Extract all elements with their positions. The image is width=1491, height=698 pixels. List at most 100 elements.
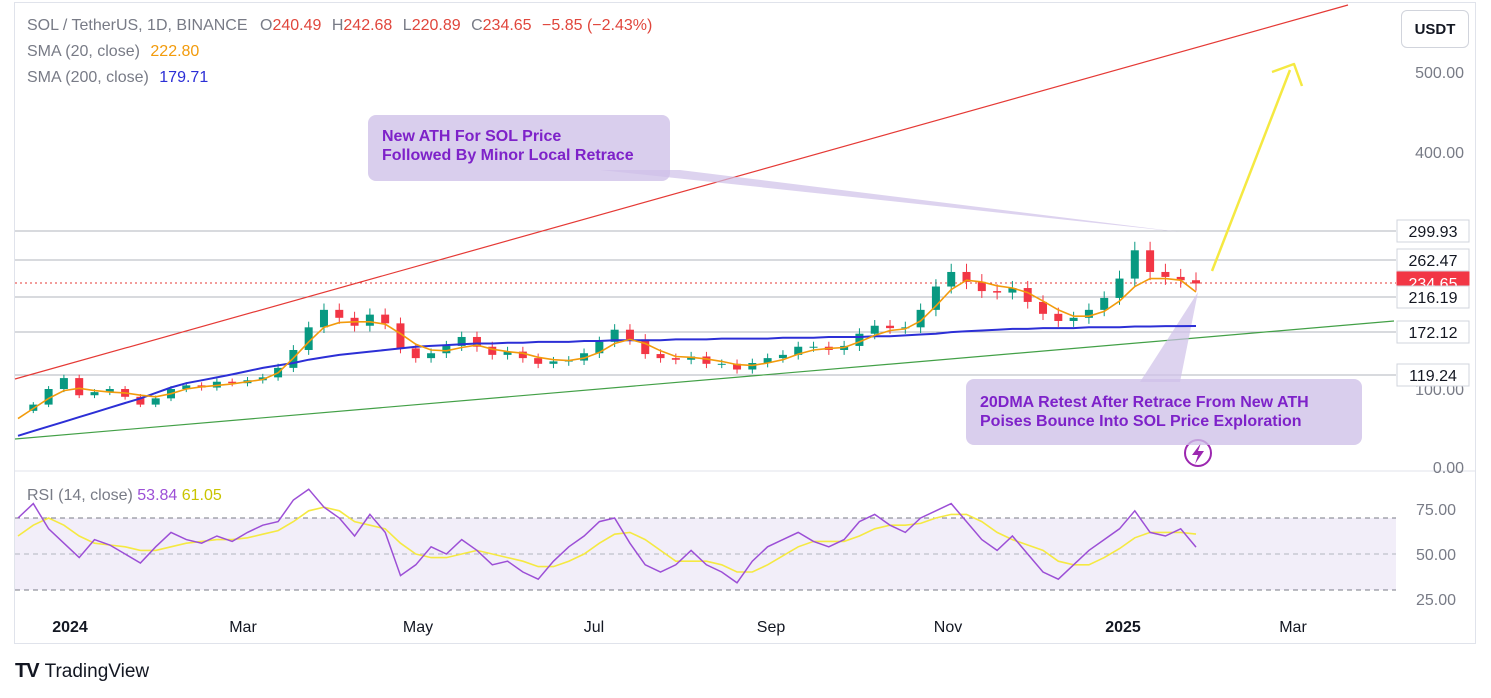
close-value: 234.65: [482, 17, 532, 34]
callout-20dma[interactable]: 20DMA Retest After Retrace From New ATH …: [966, 379, 1362, 445]
tradingview-brand[interactable]: TV TradingView: [15, 660, 149, 683]
candle-body-73: [1130, 250, 1139, 279]
candle-body-57: [886, 325, 895, 329]
candle-body-46: [717, 363, 726, 365]
tradingview-name: TradingView: [44, 660, 150, 682]
candle-body-25: [396, 323, 405, 349]
candle-body-60: [931, 286, 940, 310]
candle-body-24: [381, 314, 390, 324]
resistance-trendline: [14, 4, 1349, 380]
projection-arrow-line: [1210, 69, 1292, 272]
candle-body-32: [503, 351, 512, 355]
candle-body-48: [748, 362, 757, 370]
candle-body-38: [595, 341, 604, 354]
open-value: 240.49: [272, 17, 322, 34]
price-tag-box-1: [1396, 248, 1470, 272]
callout-20dma-line-2: Poises Bounce Into SOL Price Exploration: [980, 413, 1302, 430]
candle-body-2: [44, 389, 53, 405]
time-axis-label-2: May: [403, 619, 433, 636]
price-tag-box-4: [1396, 320, 1470, 344]
callout-ath-pointer: [600, 170, 1180, 232]
candle-body-35: [549, 361, 558, 364]
low-value: 220.89: [411, 17, 461, 34]
chart-frame: [14, 2, 1476, 644]
candle-body-47: [733, 363, 742, 370]
callout-ath-line-1: New ATH For SOL Price: [382, 128, 562, 145]
candle-body-19: [304, 327, 313, 350]
candle-body-55: [855, 333, 864, 346]
tradingview-logo: TV: [15, 660, 40, 682]
price-tag-4: 172.12: [1409, 325, 1458, 342]
sma20-label: SMA (20, close): [27, 43, 140, 60]
candle-body-61: [947, 271, 956, 287]
candle-body-56: [870, 325, 879, 334]
ohlc-legend: SOL / TetherUS, 1D, BINANCE O240.49 H242…: [27, 17, 652, 35]
candle-body-28: [442, 345, 451, 354]
lightning-icon: [1192, 443, 1204, 464]
candle-body-23: [365, 314, 374, 326]
sma20-legend[interactable]: SMA (20, close) 222.80: [27, 43, 199, 61]
candle-body-52: [809, 346, 818, 348]
callout-ath-line-2: Followed By Minor Local Retrace: [382, 147, 634, 164]
low-label: L: [402, 17, 412, 34]
sma20-line: [17, 277, 1197, 420]
candle-body-50: [778, 354, 787, 359]
candle-body-65: [1008, 288, 1017, 293]
rsi-value: 53.84: [137, 487, 181, 504]
price-tag-box-3: [1396, 285, 1470, 309]
price-axis-tick-3: 0.00: [1433, 460, 1464, 477]
candle-body-11: [182, 385, 191, 389]
callout-20dma-line-1: 20DMA Retest After Retrace From New ATH: [980, 394, 1309, 411]
candle-body-42: [656, 354, 665, 359]
candle-body-43: [671, 358, 680, 360]
price-tag-0: 299.93: [1409, 224, 1458, 241]
candle-body-9: [151, 398, 160, 405]
price-tag-3: 216.19: [1409, 290, 1458, 307]
candle-body-58: [901, 327, 910, 329]
candle-body-14: [228, 381, 237, 384]
candle-body-5: [90, 392, 99, 396]
candle-body-27: [427, 353, 436, 359]
close-label: C: [471, 17, 483, 34]
change-value: −5.85 (−2.43%): [542, 17, 653, 34]
candle-body-67: [1039, 301, 1048, 314]
candle-body-34: [534, 358, 543, 364]
candle-body-26: [411, 348, 420, 359]
sma200-legend[interactable]: SMA (200, close) 179.71: [27, 69, 208, 87]
rsi-legend-label: RSI (14, close): [27, 487, 137, 504]
sma200-label: SMA (200, close): [27, 69, 149, 86]
candle-body-49: [763, 358, 772, 363]
candle-body-64: [993, 291, 1002, 293]
callout-ath[interactable]: New ATH For SOL Price Followed By Minor …: [368, 115, 670, 181]
candle-body-59: [916, 309, 925, 328]
callout-20dma-pointer: [1140, 292, 1198, 382]
price-axis-tick-0: 500.00: [1415, 65, 1464, 82]
candle-body-31: [488, 346, 497, 355]
price-tag-box-5: [1396, 363, 1470, 387]
rsi-legend[interactable]: RSI (14, close) 53.84 61.05: [27, 487, 222, 504]
price-tag-5: 119.24: [1409, 368, 1457, 385]
candle-body-66: [1023, 288, 1032, 302]
candle-body-70: [1084, 309, 1093, 318]
rsi-band: [15, 518, 1396, 590]
candle-body-41: [641, 339, 650, 355]
candle-body-77: [1192, 280, 1200, 284]
time-axis-label-0: 2024: [52, 619, 88, 636]
support-trendline: [14, 320, 1395, 440]
price-tag-box-0: [1396, 219, 1470, 243]
candle-body-20: [319, 309, 328, 328]
rsi-axis-tick-2: 25.00: [1416, 592, 1456, 609]
candle-body-29: [457, 336, 466, 346]
rsi-axis-tick-0: 75.00: [1416, 502, 1456, 519]
time-axis-label-1: Mar: [229, 619, 257, 636]
price-axis-tick-1: 400.00: [1415, 145, 1464, 162]
time-axis-label-6: 2025: [1105, 619, 1141, 636]
currency-button[interactable]: USDT: [1401, 10, 1469, 48]
symbol-label: SOL / TetherUS, 1D, BINANCE: [27, 17, 248, 34]
open-label: O: [259, 17, 273, 34]
candle-body-4: [75, 378, 84, 396]
candle-body-72: [1115, 278, 1124, 298]
sma200-line: [17, 325, 1197, 437]
candle-body-6: [105, 389, 114, 393]
